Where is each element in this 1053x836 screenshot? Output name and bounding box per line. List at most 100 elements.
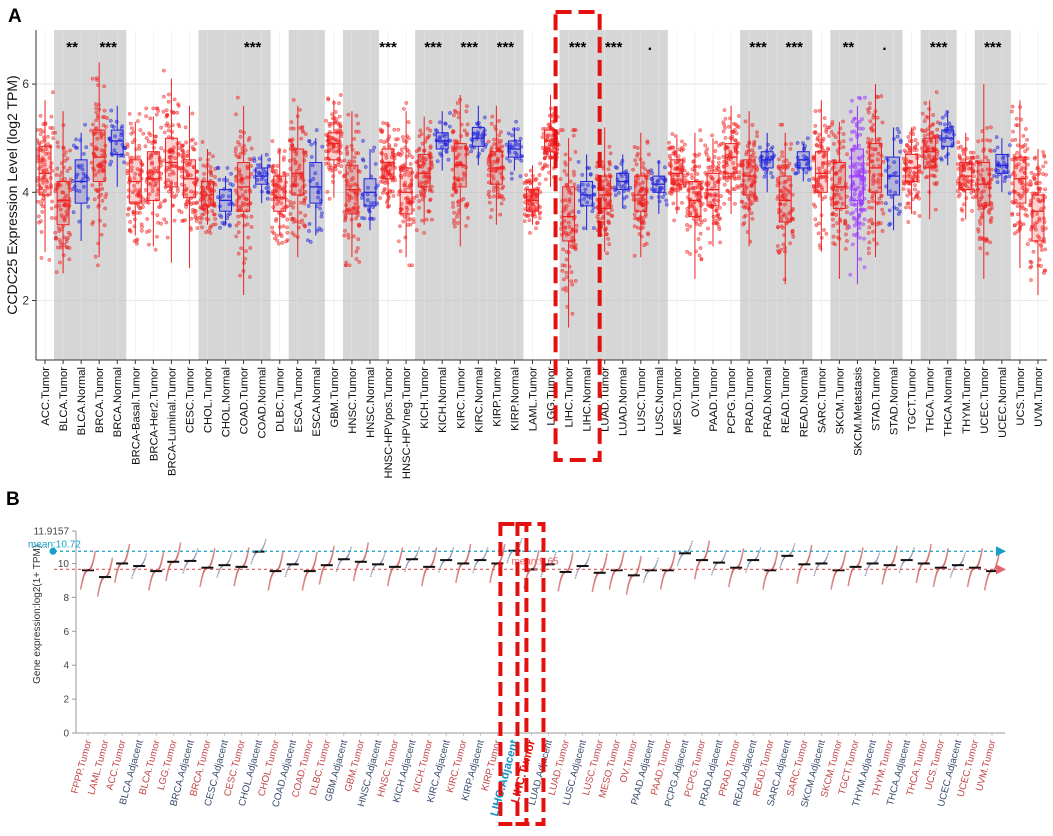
- data-point: [871, 200, 874, 203]
- data-point: [410, 264, 413, 267]
- data-point: [465, 110, 468, 113]
- data-point: [989, 139, 992, 142]
- data-point: [51, 137, 54, 140]
- data-point: [745, 202, 748, 205]
- data-point: [913, 146, 916, 149]
- data-point: [101, 187, 104, 190]
- data-point: [1039, 264, 1042, 267]
- data-point: [54, 236, 57, 239]
- data-point: [744, 120, 747, 123]
- data-point: [592, 226, 595, 229]
- data-point: [167, 190, 170, 193]
- data-point: [308, 222, 311, 225]
- data-point: [543, 152, 546, 155]
- data-point: [1022, 222, 1025, 225]
- data-point: [833, 243, 836, 246]
- data-point: [993, 149, 996, 152]
- data-point: [320, 211, 323, 214]
- significance-mark: ***: [461, 39, 479, 56]
- data-point: [128, 228, 131, 231]
- data-point: [392, 194, 395, 197]
- data-point: [96, 189, 99, 192]
- data-point: [327, 166, 330, 169]
- data-point: [789, 147, 792, 150]
- data-point: [40, 203, 43, 206]
- data-point: [286, 218, 289, 221]
- data-point: [223, 221, 226, 224]
- data-point: [327, 161, 330, 164]
- dist-group: [114, 544, 130, 583]
- data-point: [155, 107, 158, 110]
- data-point: [138, 112, 141, 115]
- data-point: [145, 137, 148, 140]
- dist-group: [165, 542, 181, 581]
- data-point: [304, 132, 307, 135]
- data-point: [1034, 156, 1037, 159]
- data-point: [697, 237, 700, 240]
- data-point: [670, 192, 673, 195]
- data-point: [1013, 232, 1016, 235]
- data-point: [455, 215, 458, 218]
- x-tick-label: COAD.Tumor: [239, 367, 251, 435]
- box-iqr: [382, 149, 394, 179]
- significance-mark: **: [843, 39, 855, 56]
- data-point: [300, 126, 303, 129]
- data-point: [913, 183, 916, 186]
- data-point: [776, 197, 779, 200]
- significance-mark: .: [882, 37, 886, 54]
- data-point: [812, 203, 815, 206]
- data-point: [1040, 248, 1043, 251]
- data-point: [298, 220, 301, 223]
- data-point: [743, 221, 746, 224]
- data-point: [176, 102, 179, 105]
- data-point: [696, 172, 699, 175]
- data-point: [565, 173, 568, 176]
- data-point: [1042, 165, 1045, 168]
- data-point: [286, 238, 289, 241]
- data-point: [226, 217, 229, 220]
- data-point: [782, 243, 785, 246]
- data-point: [244, 249, 247, 252]
- data-point: [163, 218, 166, 221]
- data-point: [1016, 144, 1019, 147]
- box-iqr: [725, 144, 737, 174]
- x-tick-label: BRCA-Basal.Tumor: [130, 367, 142, 465]
- data-point: [539, 190, 542, 193]
- data-point: [930, 174, 933, 177]
- data-point: [201, 140, 204, 143]
- data-point: [425, 137, 428, 140]
- data-point: [870, 196, 873, 199]
- data-point: [972, 156, 975, 159]
- data-point: [152, 146, 155, 149]
- data-point: [492, 138, 495, 141]
- data-point: [913, 188, 916, 191]
- data-point: [924, 101, 927, 104]
- data-point: [146, 553, 148, 555]
- data-point: [564, 163, 567, 166]
- data-point: [272, 164, 275, 167]
- data-point: [213, 213, 216, 216]
- data-point: [501, 187, 504, 190]
- x-tick-label: BLCA.Tumor: [58, 367, 70, 432]
- data-point: [401, 135, 404, 138]
- data-point: [426, 127, 429, 130]
- data-point: [452, 218, 455, 221]
- x-tick-label: LUSC.Normal: [654, 367, 666, 436]
- data-point: [871, 206, 874, 209]
- data-point: [1023, 150, 1026, 153]
- data-point: [50, 115, 53, 118]
- dist-group: [148, 552, 164, 591]
- data-point: [466, 202, 469, 205]
- data-point: [597, 217, 600, 220]
- data-point: [208, 152, 211, 155]
- data-point: [1024, 208, 1027, 211]
- data-point: [880, 208, 883, 211]
- data-point: [776, 244, 779, 247]
- data-point: [68, 246, 71, 249]
- data-point: [704, 144, 707, 147]
- data-point: [715, 221, 718, 224]
- data-point: [56, 167, 59, 170]
- data-point: [868, 241, 871, 244]
- data-point: [611, 214, 614, 217]
- data-point: [448, 111, 451, 114]
